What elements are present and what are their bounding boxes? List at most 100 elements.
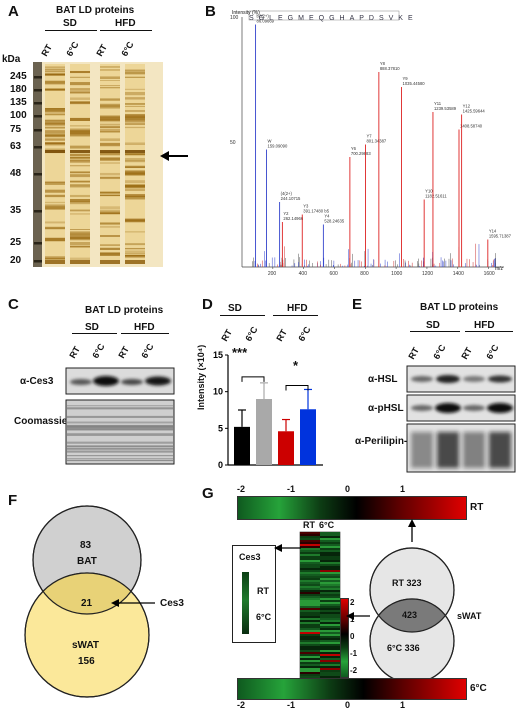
panel-c-coomassie-band	[67, 458, 173, 460]
panel-g-vertical-scale	[340, 598, 349, 678]
panel-e-sd-line	[410, 331, 460, 332]
panel-c-lane-1: RT	[67, 344, 82, 360]
panel-e-lane-1: RT	[406, 345, 421, 361]
panel-g-inset-6c: 6°C	[256, 612, 272, 622]
panel-c-coomassie-band	[67, 434, 173, 436]
panel-g-top-gradient-bar	[237, 496, 467, 520]
panel-a-marker-35: 35	[10, 205, 22, 216]
panel-b-peak-label-1: W 159.09090	[268, 139, 288, 149]
panel-d-bar-chart: 0 5 10 15	[213, 350, 323, 470]
panel-e-lane-2: 6°C	[431, 342, 448, 361]
panel-b-x-tick: 1600	[484, 271, 495, 277]
panel-c-ces3-blot	[65, 367, 175, 395]
panel-d-hfd-line	[273, 315, 318, 316]
panel-a-arrow-icon	[160, 151, 188, 161]
panel-d-sig-hfd: *	[293, 358, 299, 373]
panel-b-peak-label-13: Y12 1425.59644	[463, 104, 486, 114]
panel-e-perilipin-lane-3	[489, 432, 511, 468]
panel-g-bottom-tick-3: 1	[400, 700, 406, 710]
panel-e-group-sd: SD	[426, 320, 440, 331]
panel-c-row-ces3: α-Ces3	[20, 376, 54, 387]
panel-b-x-tick: 800	[360, 271, 369, 277]
panel-a-gel-lane	[100, 64, 120, 264]
panel-a-marker-180: 180	[10, 84, 27, 95]
panel-c-sd-line	[72, 333, 117, 334]
panel-label-g: G	[202, 485, 214, 502]
panel-c-coomassie-band	[67, 415, 173, 418]
panel-b-peak-label-7: Y7 801.34387	[366, 134, 386, 144]
panel-b-x-tick: 600	[329, 271, 338, 277]
panel-g-inset-box	[232, 545, 276, 643]
panel-b-peak-label-6: Y6 700.29883	[351, 146, 371, 156]
panel-f-overlap-count: 21	[81, 598, 93, 609]
panel-b-peak-label-2: (4(2+) 244.10715	[281, 191, 301, 201]
panel-d-bar-2	[278, 431, 294, 465]
panel-f-bat-label: BAT	[77, 556, 97, 567]
panel-g-scale-tick-0: 2	[350, 598, 355, 607]
panel-c-coomassie-band	[67, 432, 173, 436]
panel-b-peak-label-5: b5 Y4 528.24635	[324, 209, 344, 224]
panel-g-top-tick-0: -2	[237, 484, 246, 494]
panel-c-row-coomassie: Coomassie	[14, 416, 68, 427]
panel-b-peak-label-12: 1408.58740	[460, 124, 483, 129]
panel-f-swat-label: sWAT	[72, 640, 100, 651]
panel-g-venn-6c: 6°C 336	[387, 643, 420, 653]
panel-b-x-tick: 400	[299, 271, 308, 277]
panel-g-venn-overlap: 423	[402, 610, 418, 620]
panel-b-peak-label-14: Y14 1595.71387	[489, 229, 512, 239]
panel-a-sd-line	[45, 30, 97, 31]
panel-b-x-tick: 1000	[391, 271, 402, 277]
panel-b-x-tick: 1200	[422, 271, 433, 277]
panel-d-bracket-hfd	[285, 384, 309, 391]
panel-e-perilipin-lane-1	[437, 432, 459, 468]
panel-g-top-tick-2: 0	[345, 484, 351, 494]
panel-d-group-hfd: HFD	[287, 303, 308, 314]
panel-b-x-tick: 1400	[453, 271, 464, 277]
panel-b-y-tick: 50	[230, 140, 236, 146]
panel-a-marker-135: 135	[10, 97, 27, 108]
panel-c-coomassie-band	[67, 426, 173, 429]
panel-g-heatmap	[299, 531, 341, 679]
panel-d-sig-sd: ***	[232, 345, 248, 360]
panel-b-peak-label-3: Y2 262.14966	[283, 211, 303, 221]
panel-c-group-sd: SD	[85, 322, 99, 333]
panel-b-ms-spectrum: 200 400 600 800 1000 1200 1400 1600 100 50 b2(2+) 8…	[230, 10, 512, 277]
panel-a-lane-2: 6°C	[64, 39, 81, 58]
panel-c-coomassie-band	[67, 441, 173, 444]
panel-d-y-tick-0: 0	[218, 460, 223, 470]
panel-d-y-tick-15: 15	[213, 350, 223, 360]
panel-e-perilipin-lane-2	[463, 432, 485, 468]
panel-a-kda-label: kDa	[2, 54, 21, 65]
panel-e-phsl-blot	[406, 394, 516, 422]
panel-a-marker-48: 48	[10, 168, 22, 179]
panel-d-sd-line	[220, 315, 265, 316]
panel-a-gel-lane	[70, 64, 90, 264]
panel-e-lane-4: 6°C	[484, 342, 501, 361]
panel-e-lane-3: RT	[459, 345, 474, 361]
panel-g-venn	[346, 519, 455, 700]
panel-e-row-perilipin: α-Perilipin-1	[355, 436, 413, 447]
panel-g-inset-rt: RT	[257, 586, 269, 596]
panel-b-peak-label-10: Y10 1182.51611	[425, 189, 447, 199]
panel-label-b: B	[205, 3, 216, 20]
panel-d-bar-1	[256, 399, 272, 465]
panel-b-peak-label-4: Y3 391.17480	[303, 204, 323, 214]
panel-g-venn-rt: RT 323	[392, 578, 422, 588]
panel-g-bottom-gradient-bar	[237, 678, 467, 700]
panel-g-bottom-tick-2: 0	[345, 700, 351, 710]
panel-g-top-tick-3: 1	[400, 484, 406, 494]
panel-c-coomassie-band	[67, 459, 173, 462]
panel-c-lane-2: 6°C	[90, 341, 107, 360]
panel-c-coomassie-band	[67, 428, 173, 430]
panel-f-swat-count: 156	[78, 656, 95, 667]
panel-label-f: F	[8, 492, 18, 509]
panel-c-group-hfd: HFD	[134, 322, 155, 333]
panel-label-a: A	[8, 3, 19, 20]
panel-a-gel-lane	[125, 64, 145, 264]
panel-c-coomassie-band	[67, 416, 173, 418]
panel-a-hfd-line	[100, 30, 152, 31]
panel-e-perilipin-blot	[406, 423, 516, 473]
panel-a-marker-20: 20	[10, 255, 22, 266]
panel-d-bracket-sd	[241, 376, 265, 382]
panel-c-coomassie-band	[67, 421, 173, 424]
